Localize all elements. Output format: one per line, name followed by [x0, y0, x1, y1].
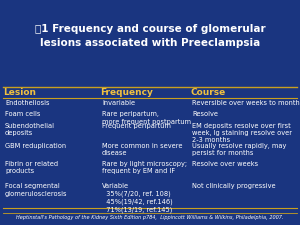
Text: Frequency: Frequency	[100, 88, 153, 97]
Text: EM deposits resolve over first
week, Ig staining resolve over
2-3 months: EM deposits resolve over first week, Ig …	[192, 123, 292, 143]
Text: Fibrin or related
products: Fibrin or related products	[5, 161, 58, 174]
Text: GBM reduplication: GBM reduplication	[5, 143, 66, 149]
Text: Rare by light microscopy;
frequent by EM and IF: Rare by light microscopy; frequent by EM…	[102, 161, 187, 174]
Text: Subendothelial
deposits: Subendothelial deposits	[5, 123, 55, 136]
Text: 表1 Frequency and course of glomerular
lesions associated with Preeclampsia: 表1 Frequency and course of glomerular le…	[35, 24, 265, 48]
Text: Not clinically progressive: Not clinically progressive	[192, 183, 276, 189]
Text: Heptinstall's Pathology of the Kidney Sixth Edition p784,  Lippincott Williams &: Heptinstall's Pathology of the Kidney Si…	[16, 215, 284, 220]
Text: Reversible over weeks to months: Reversible over weeks to months	[192, 100, 300, 106]
Text: Lesion: Lesion	[4, 88, 37, 97]
Text: Endotheliosis: Endotheliosis	[5, 100, 50, 106]
Text: Rare peripartum,
more frequent postpartum: Rare peripartum, more frequent postpartu…	[102, 111, 191, 125]
Text: Resolve: Resolve	[192, 111, 218, 117]
Text: Foam cells: Foam cells	[5, 111, 41, 117]
Text: Course: Course	[190, 88, 226, 97]
Text: Resolve over weeks: Resolve over weeks	[192, 161, 258, 167]
Text: Focal segmental
glomerulosclerosis: Focal segmental glomerulosclerosis	[5, 183, 68, 197]
Text: Usually resolve rapidly, may
persist for months: Usually resolve rapidly, may persist for…	[192, 143, 286, 156]
Text: Frequent peripartum: Frequent peripartum	[102, 123, 171, 129]
Text: Variable
  35%(7/20, ref. 108)
  45%(19/42, ref.146)
  71%(13/19, ref.145): Variable 35%(7/20, ref. 108) 45%(19/42, …	[102, 183, 173, 213]
Text: Invariable: Invariable	[102, 100, 135, 106]
Text: More common in severe
disease: More common in severe disease	[102, 143, 182, 156]
